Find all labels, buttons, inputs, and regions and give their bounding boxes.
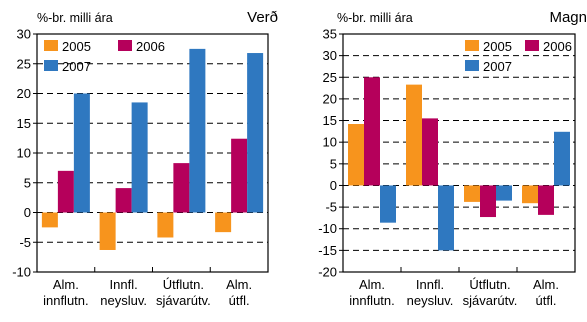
legend-label-2005: 2005	[483, 39, 512, 54]
y-tick-label: 0	[24, 205, 31, 220]
bar-2007-cat-3	[189, 48, 206, 213]
bar-2006-cat-4	[538, 185, 554, 215]
bar-2007-cat-2	[438, 185, 454, 251]
bar-2005-cat-4	[522, 185, 538, 204]
y-tick-label: 30	[17, 27, 31, 42]
y-tick-label: 15	[323, 113, 337, 128]
bar-2006-cat-1	[364, 77, 380, 186]
y-tick-label: -20	[318, 265, 337, 280]
y-tick-label: 25	[323, 70, 337, 85]
y-tick-label: 15	[17, 116, 31, 131]
y-tick-label: 5	[330, 156, 337, 171]
bar-2006-cat-2	[422, 118, 438, 186]
x-category-label: innflutn.	[43, 293, 89, 308]
legend-label-2006: 2006	[543, 39, 572, 54]
y-tick-label: 20	[323, 91, 337, 106]
bar-2007-cat-1	[380, 185, 396, 223]
chart-panel-2: -20-15-10-505101520253035Alm.innflutn.In…	[318, 9, 587, 308]
plot-frame	[36, 33, 269, 273]
x-category-label: Innfl.	[416, 277, 444, 292]
chart-panel-1: -10-5051015202530Alm.innflutn.Innfl.neys…	[12, 9, 278, 308]
legend-label-2006: 2006	[136, 39, 165, 54]
x-category-label: neysluv.	[407, 293, 454, 308]
legend-label-2007: 2007	[62, 59, 91, 74]
x-category-label: innflutn.	[349, 293, 395, 308]
legend-label-2007: 2007	[483, 59, 512, 74]
legend-swatch-2005	[465, 40, 479, 51]
bar-2006-cat-3	[173, 163, 190, 213]
x-category-label: Alm.	[53, 277, 79, 292]
x-category-label: Innfl.	[110, 277, 138, 292]
y-tick-label: 5	[24, 175, 31, 190]
chart-title: Magn	[549, 9, 587, 26]
x-category-label: Alm.	[359, 277, 385, 292]
x-category-label: sjávarútv.	[463, 293, 518, 308]
bar-2007-cat-2	[131, 102, 148, 213]
x-category-label: sjávarútv.	[156, 293, 211, 308]
legend-swatch-2007	[44, 60, 58, 71]
x-category-label: Útflutn.	[469, 277, 510, 292]
y-tick-label: 30	[323, 48, 337, 63]
bar-2005-cat-3	[464, 185, 480, 202]
bar-2006-cat-3	[480, 185, 496, 218]
bar-2007-cat-1	[73, 93, 90, 213]
x-category-label: neysluv.	[100, 293, 147, 308]
legend-swatch-2007	[465, 60, 479, 71]
bar-2005-cat-2	[406, 84, 422, 186]
bar-2007-cat-4	[554, 131, 570, 186]
bar-2005-cat-1	[348, 124, 364, 186]
y-axis-label: %-br. milli ára	[337, 11, 413, 25]
legend-label-2005: 2005	[62, 39, 91, 54]
plot-frame	[342, 33, 576, 273]
bar-2006-cat-2	[115, 188, 132, 213]
bar-2005-cat-1	[41, 212, 58, 228]
y-tick-label: 10	[323, 135, 337, 150]
y-tick-label: -10	[12, 265, 31, 280]
bar-2005-cat-4	[215, 212, 232, 233]
legend-swatch-2005	[44, 40, 58, 51]
bar-2005-cat-2	[99, 212, 116, 250]
x-category-label: útfl.	[536, 293, 557, 308]
x-category-label: Alm.	[226, 277, 252, 292]
legend-swatch-2006	[525, 40, 539, 51]
y-tick-label: 10	[17, 146, 31, 161]
y-tick-label: -5	[325, 200, 337, 215]
legend: 2005 2006 2007	[44, 39, 165, 74]
bar-2006-cat-4	[231, 138, 248, 213]
bar-2007-cat-3	[496, 185, 512, 201]
y-axis-label: %-br. milli ára	[37, 11, 113, 25]
bar-2007-cat-4	[247, 53, 264, 213]
x-category-label: útfl.	[229, 293, 250, 308]
y-tick-label: -10	[318, 221, 337, 236]
x-category-label: Alm.	[533, 277, 559, 292]
y-tick-label: -15	[318, 243, 337, 258]
y-tick-label: 0	[330, 178, 337, 193]
bar-2005-cat-3	[157, 212, 174, 238]
y-tick-label: 35	[323, 27, 337, 42]
x-category-label: Útflutn.	[163, 277, 204, 292]
legend: 2005 2006 2007	[465, 39, 572, 74]
y-tick-label: 25	[17, 56, 31, 71]
y-tick-label: 20	[17, 86, 31, 101]
legend-swatch-2006	[118, 40, 132, 51]
chart-title: Verð	[247, 9, 278, 26]
bar-2006-cat-1	[57, 170, 74, 213]
y-tick-label: -5	[19, 235, 31, 250]
